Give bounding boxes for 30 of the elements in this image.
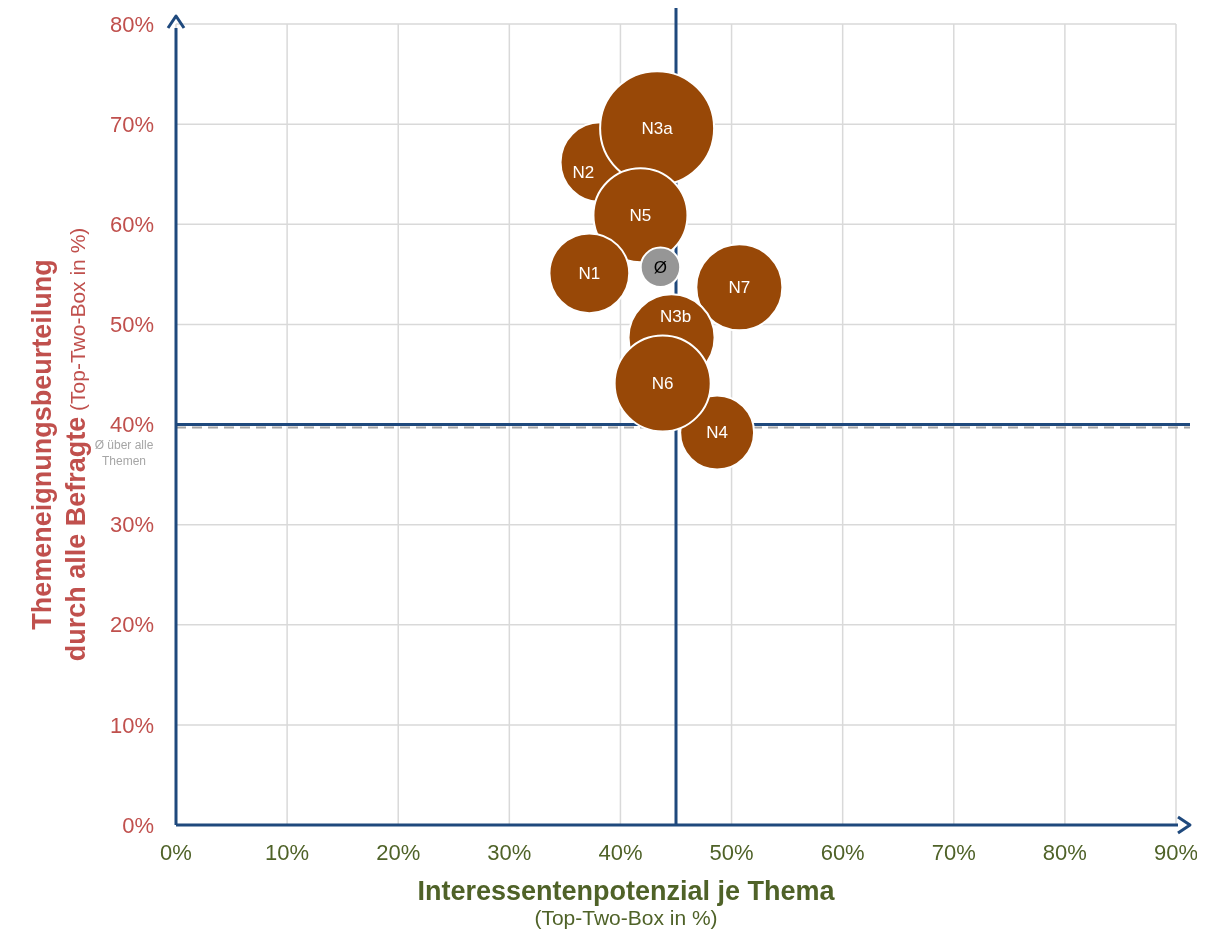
x-tick-label: 10% [265, 840, 310, 865]
series-label: N1 [578, 264, 601, 284]
y-tick-label: 0% [122, 812, 154, 838]
x-tick-label: 30% [487, 840, 532, 865]
series-label: N3a [641, 119, 674, 139]
x-tick-label: 0% [160, 840, 192, 865]
y-tick-label: 40% [109, 412, 154, 438]
series-label: N3b [660, 307, 692, 327]
y-tick-label: 50% [109, 312, 154, 338]
x-tick-label: 80% [1042, 840, 1087, 865]
series-label: N4 [706, 423, 728, 443]
ref-line-label: Ø über alle Themen [94, 437, 154, 468]
series-label: N6 [651, 374, 674, 394]
x-tick-label: 90% [1153, 840, 1199, 865]
series-label: N2 [572, 163, 595, 183]
x-axis-title: Interessentenpotenzial je Thema (Top-Two-Box in %) [417, 876, 836, 929]
y-tick-label: 20% [109, 612, 154, 638]
y-tick-label: 30% [109, 512, 154, 538]
x-tick-label: 50% [709, 840, 754, 865]
y-tick-label: 60% [109, 211, 154, 237]
y-tick-label: 80% [109, 11, 154, 37]
x-tick-label: 20% [376, 840, 421, 865]
x-tick-label: 40% [598, 840, 643, 865]
y-tick-label: 10% [109, 712, 154, 738]
series-label: N7 [728, 278, 751, 298]
series-label: N5 [629, 206, 652, 226]
x-tick-label: 60% [820, 840, 865, 865]
series-label: Ø [653, 258, 668, 278]
x-tick-label: 70% [931, 840, 976, 865]
y-tick-label: 70% [109, 111, 154, 137]
